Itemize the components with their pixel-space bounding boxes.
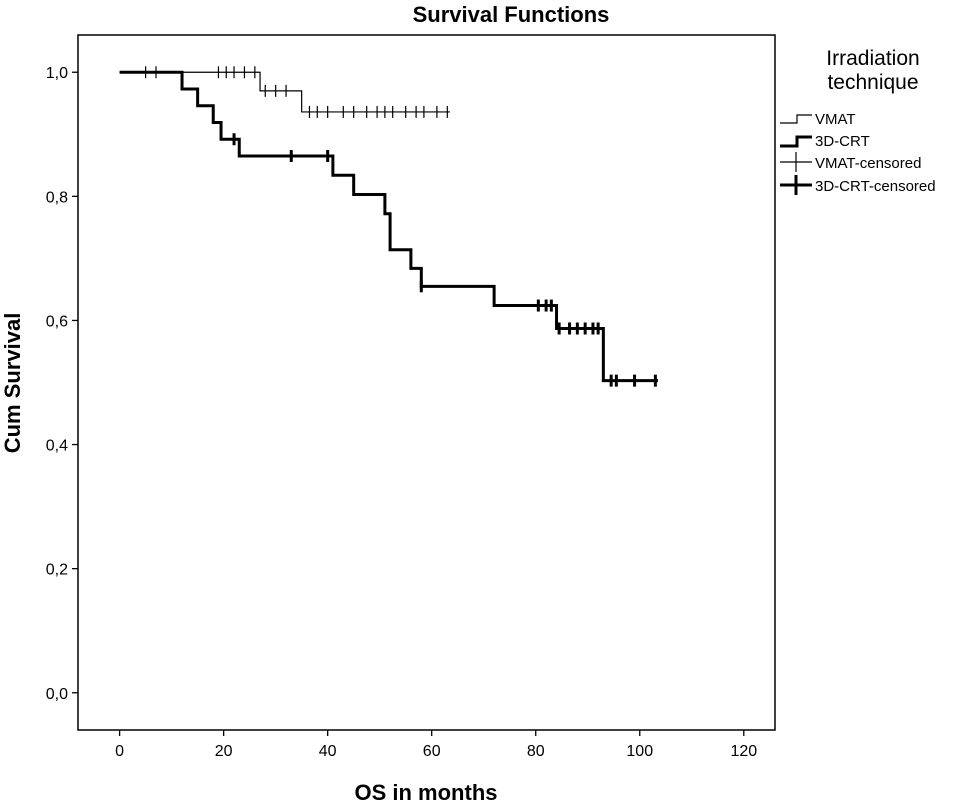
legend-title-line1: Irradiation	[826, 47, 919, 70]
y-tick-label: 1,0	[46, 65, 68, 82]
y-tick-label: 0,8	[46, 189, 68, 206]
x-axis: 0 20 40 60 80 100 120	[115, 730, 757, 760]
x-tick-label: 0	[115, 743, 124, 760]
y-tick-label: 0,2	[46, 562, 68, 579]
survival-curve-3d-crt	[119, 70, 658, 383]
legend-swatch-3dcrt-censored	[780, 175, 812, 195]
legend-title-line2: technique	[827, 71, 918, 94]
legend: Irradiation technique VMAT 3D-CRT VMAT-c…	[780, 47, 936, 195]
legend-label-3dcrt: 3D-CRT	[815, 133, 870, 150]
legend-swatch-vmat	[780, 114, 812, 124]
y-axis-title: Cum Survival	[0, 313, 25, 454]
y-tick-label: 0,4	[46, 438, 68, 455]
survival-curve-vmat	[119, 71, 450, 113]
plot-frame	[77, 34, 776, 731]
x-tick-label: 120	[730, 743, 757, 760]
y-tick-label: 0,6	[46, 313, 68, 330]
legend-swatch-vmat-censored	[780, 152, 812, 172]
x-tick-label: 20	[215, 743, 233, 760]
legend-swatch-3dcrt	[780, 135, 812, 148]
x-tick-label: 60	[423, 743, 441, 760]
y-tick-label: 0,0	[46, 686, 68, 703]
x-axis-title: OS in months	[355, 780, 498, 805]
series-layer	[119, 66, 658, 387]
x-tick-label: 80	[527, 743, 545, 760]
x-tick-label: 40	[319, 743, 337, 760]
chart-title: Survival Functions	[413, 2, 610, 27]
x-tick-label: 100	[626, 743, 653, 760]
y-axis: 0,0 0,2 0,4 0,6 0,8 1,0	[46, 65, 78, 703]
legend-label-vmat-censored: VMAT-censored	[815, 155, 921, 172]
legend-label-3dcrt-censored: 3D-CRT-censored	[815, 178, 936, 195]
legend-label-vmat: VMAT	[815, 111, 856, 128]
